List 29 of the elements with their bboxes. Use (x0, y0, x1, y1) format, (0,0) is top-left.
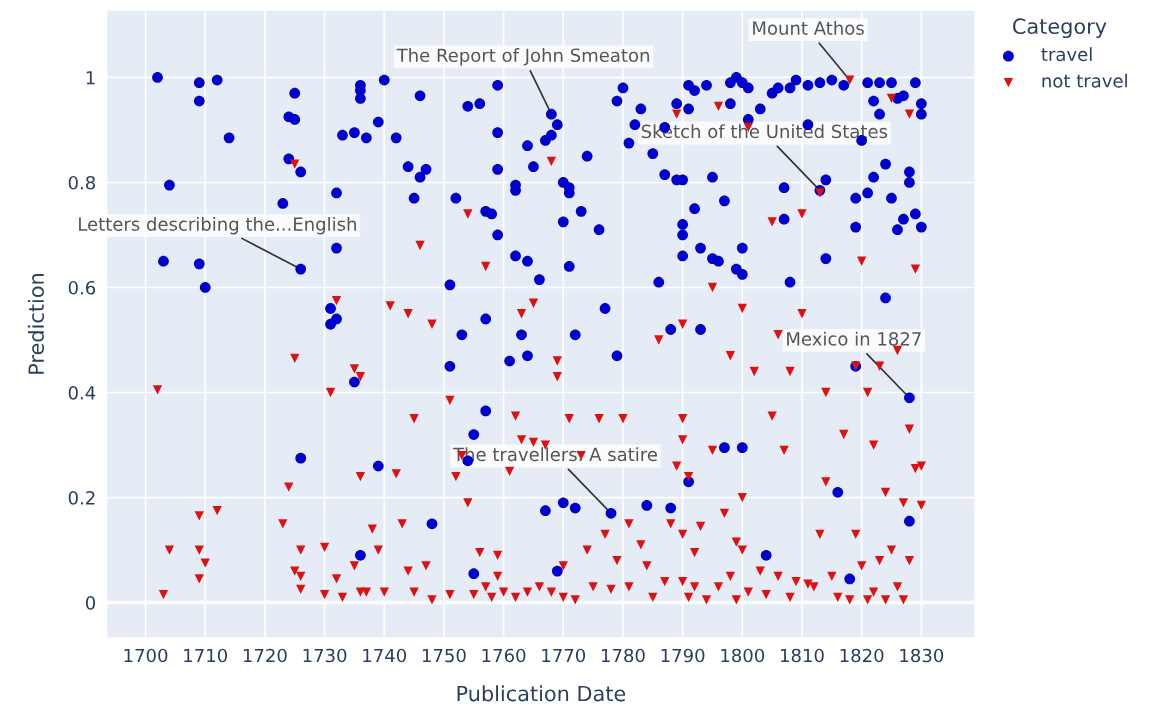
annotation: The Report of John Smeaton (396, 48, 649, 66)
y-tick-label: 0.6 (68, 280, 96, 295)
x-tick-label: 1790 (661, 648, 705, 663)
legend-label: not travel (1042, 73, 1127, 88)
y-tick-label: 1 (86, 71, 95, 85)
x-tick-label: 1780 (601, 648, 645, 663)
x-tick-label: 1710 (184, 648, 228, 663)
x-axis-title: Publication Date (457, 685, 626, 702)
x-tick-label: 1770 (542, 648, 586, 663)
x-tick-label: 1810 (780, 648, 824, 663)
x-tick-label: 1730 (303, 648, 347, 663)
x-tick-label: 1820 (840, 648, 884, 663)
annotation: Mexico in 1827 (787, 331, 921, 346)
y-tick-label: 0.8 (68, 175, 96, 190)
x-tick-label: 1760 (482, 648, 526, 663)
legend-title: Category (1013, 18, 1107, 39)
annotation: Mount Athos (753, 20, 864, 35)
legend-label: travel (1041, 47, 1092, 62)
annotation: Letters describing the...English (79, 216, 356, 235)
x-tick-label: 1750 (422, 648, 466, 663)
y-axis-title: Prediction (27, 274, 45, 374)
x-tick-label: 1830 (900, 648, 944, 663)
x-tick-label: 1720 (243, 648, 287, 663)
y-tick-label: 0.4 (68, 385, 96, 400)
y-tick-label: 0 (85, 596, 96, 610)
y-tick-label: 0.2 (68, 491, 95, 505)
x-tick-label: 1700 (124, 648, 168, 663)
x-tick-label: 1740 (363, 648, 407, 663)
x-tick-label: 1800 (721, 648, 765, 663)
